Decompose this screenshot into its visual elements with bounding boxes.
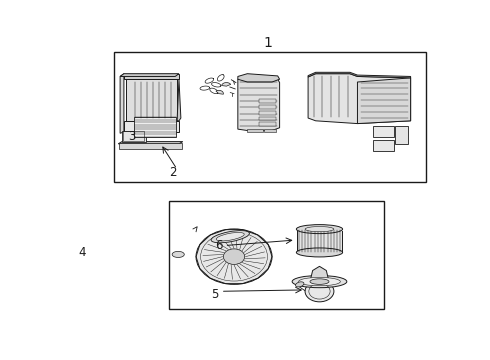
- Bar: [395, 126, 408, 144]
- Ellipse shape: [216, 233, 244, 241]
- Polygon shape: [310, 266, 329, 282]
- Polygon shape: [118, 141, 183, 144]
- Bar: [134, 117, 176, 138]
- Polygon shape: [120, 74, 124, 133]
- Polygon shape: [238, 74, 280, 82]
- Bar: [115, 51, 426, 182]
- Text: 3: 3: [128, 130, 135, 143]
- Ellipse shape: [295, 282, 304, 287]
- Polygon shape: [124, 74, 179, 79]
- Polygon shape: [358, 78, 411, 123]
- Polygon shape: [238, 77, 280, 131]
- Bar: [119, 143, 182, 149]
- Polygon shape: [120, 74, 179, 76]
- Bar: [123, 131, 144, 141]
- Bar: [122, 131, 146, 141]
- Ellipse shape: [292, 275, 347, 288]
- Text: 4: 4: [78, 246, 86, 259]
- Ellipse shape: [296, 248, 343, 257]
- Bar: [259, 111, 276, 114]
- Bar: [297, 230, 342, 252]
- Ellipse shape: [310, 279, 329, 284]
- Polygon shape: [308, 72, 411, 78]
- Text: 5: 5: [212, 288, 219, 301]
- Bar: [259, 117, 276, 121]
- Circle shape: [305, 281, 334, 302]
- Bar: [259, 105, 276, 109]
- Ellipse shape: [211, 231, 249, 243]
- Wedge shape: [216, 90, 223, 94]
- Circle shape: [223, 249, 245, 264]
- Bar: [170, 201, 384, 309]
- Wedge shape: [221, 82, 231, 86]
- Polygon shape: [308, 74, 411, 123]
- Text: 1: 1: [264, 36, 272, 50]
- Polygon shape: [124, 121, 179, 132]
- Bar: [372, 140, 393, 151]
- Ellipse shape: [296, 225, 343, 234]
- Polygon shape: [126, 79, 177, 121]
- Polygon shape: [196, 230, 272, 284]
- Text: 6: 6: [215, 239, 222, 252]
- Text: 2: 2: [170, 166, 177, 179]
- Bar: [259, 122, 276, 126]
- Ellipse shape: [172, 251, 184, 257]
- Polygon shape: [177, 79, 181, 121]
- Bar: [372, 126, 393, 138]
- Bar: [265, 129, 276, 132]
- Ellipse shape: [298, 278, 341, 286]
- Ellipse shape: [305, 226, 334, 232]
- Bar: [247, 129, 263, 132]
- Bar: [259, 99, 276, 103]
